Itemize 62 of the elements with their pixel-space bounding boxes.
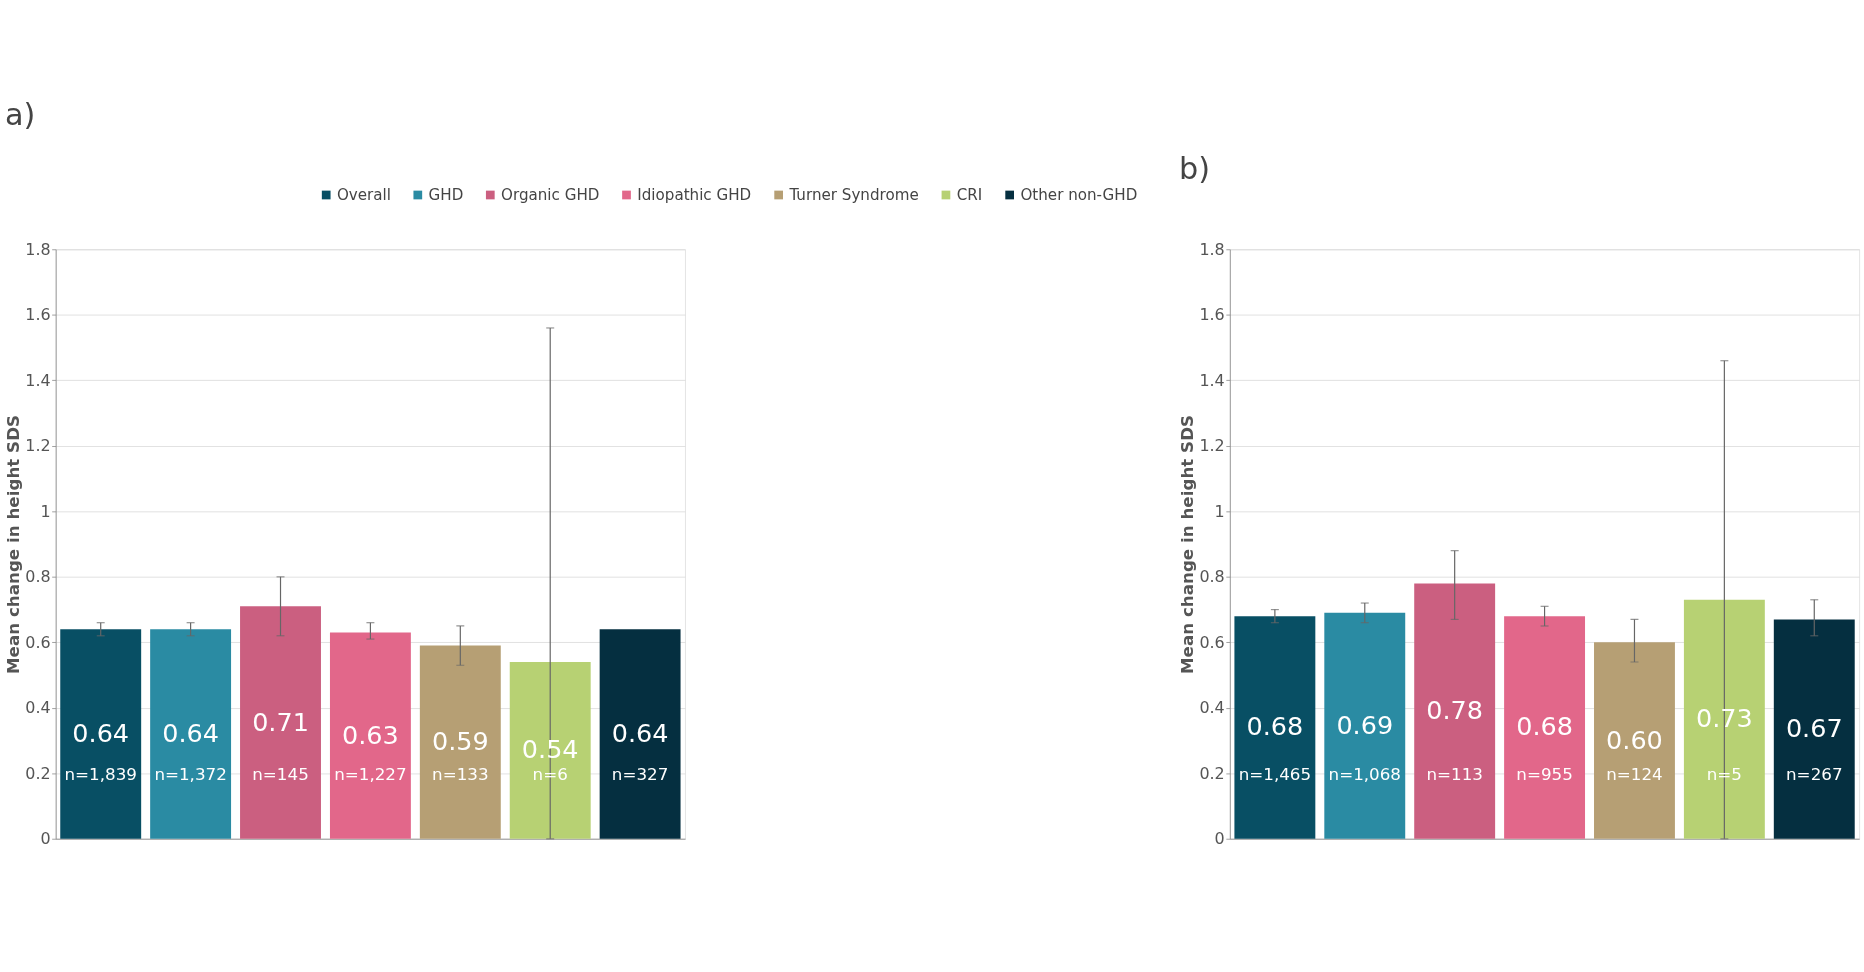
data-label: 0.71 (252, 706, 309, 737)
legend-label: Idiopathic GHD (637, 185, 752, 204)
annotation: n=133 (432, 763, 489, 784)
y-tick-label: 1.6 (1199, 305, 1225, 325)
y-tick-label: 0.6 (1199, 632, 1225, 652)
y-tick-label: 1.4 (25, 370, 51, 390)
legend-label: Organic GHD (501, 185, 600, 204)
bar (1414, 583, 1496, 839)
bar (1594, 642, 1675, 839)
bar (1683, 599, 1765, 839)
data-label: 0.68 (1516, 711, 1573, 742)
annotation: n=267 (1786, 763, 1843, 784)
legend-label: Turner Syndrome (788, 185, 919, 204)
bar (1504, 616, 1586, 839)
y-tick-label: 0.8 (1199, 567, 1225, 587)
y-tick-label: 0.4 (25, 698, 51, 718)
annotation: n=124 (1606, 763, 1663, 784)
y-tick-label: 1.4 (1199, 370, 1225, 390)
bar (1773, 619, 1855, 839)
y-tick-label: 1.6 (25, 305, 51, 325)
y-tick-label: 0.2 (1199, 763, 1225, 783)
y-tick-label: 0 (1214, 829, 1225, 849)
chart-title: a) (4, 97, 36, 133)
y-tick-label: 1 (40, 501, 51, 521)
data-label: 0.59 (431, 726, 489, 757)
y-tick-label: 1.2 (25, 436, 51, 456)
annotation: n=327 (611, 763, 669, 784)
data-label: 0.67 (1785, 713, 1843, 744)
chart-title: b) (1179, 151, 1211, 187)
data-label: 0.68 (1246, 711, 1304, 742)
annotation: n=1,465 (1238, 763, 1312, 784)
annotation: n=955 (1516, 763, 1573, 784)
data-label: 0.63 (342, 719, 399, 750)
data-label: 0.60 (1606, 724, 1663, 755)
legend-label: Overall (336, 185, 392, 204)
y-tick-label: 0 (40, 829, 51, 849)
data-label: 0.78 (1426, 695, 1484, 726)
data-label: 0.64 (162, 718, 219, 749)
legend-label: GHD (428, 185, 464, 204)
annotation: n=1,227 (334, 763, 407, 784)
y-tick-label: 0.8 (25, 567, 51, 587)
bar (1324, 612, 1406, 839)
legend-label: Other non-GHD (1020, 185, 1138, 204)
y-axis-title: Mean change in height SDS (1177, 414, 1198, 675)
y-tick-label: 1.8 (1199, 239, 1225, 259)
y-tick-label: 1.8 (25, 239, 51, 259)
y-tick-label: 1 (1214, 501, 1225, 521)
annotation: n=1,372 (154, 763, 227, 784)
y-tick-label: 0.4 (1199, 698, 1225, 718)
annotation: n=1,839 (64, 763, 137, 784)
legend-label: CRI (956, 185, 983, 204)
y-tick-label: 0.2 (25, 763, 51, 783)
y-tick-label: 1.2 (1199, 436, 1225, 456)
annotation: n=1,068 (1328, 763, 1402, 784)
bar (1234, 616, 1316, 839)
y-tick-label: 0.6 (25, 632, 51, 652)
data-label: 0.64 (72, 718, 130, 749)
data-label: 0.69 (1336, 709, 1394, 740)
y-axis-title: Mean change in height SDS (2, 414, 23, 675)
annotation: n=113 (1426, 763, 1483, 784)
data-label: 0.64 (611, 718, 669, 749)
annotation: n=145 (252, 763, 309, 784)
